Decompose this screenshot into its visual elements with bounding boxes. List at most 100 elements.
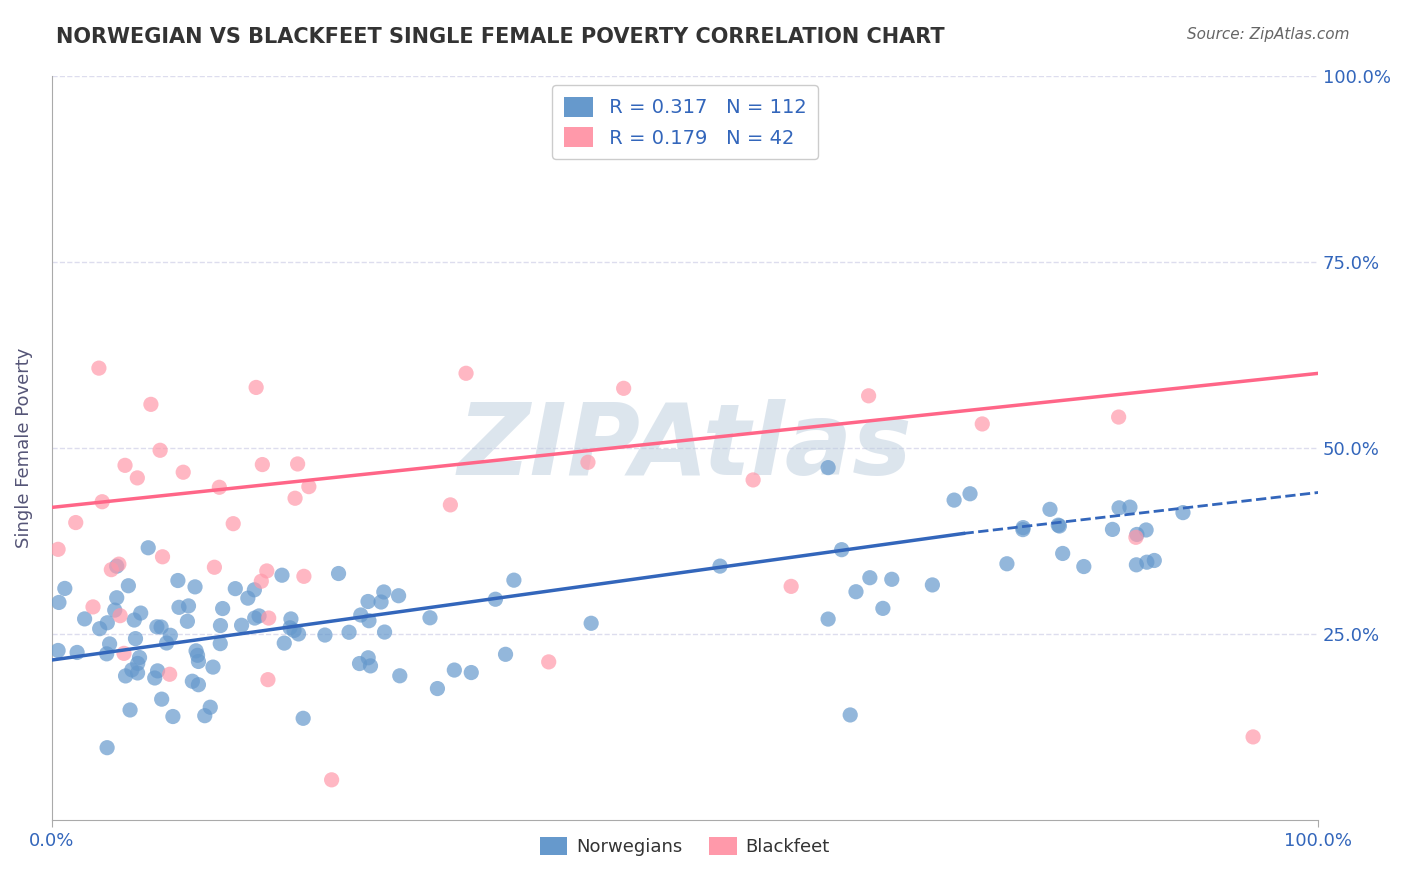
Text: NORWEGIAN VS BLACKFEET SINGLE FEMALE POVERTY CORRELATION CHART: NORWEGIAN VS BLACKFEET SINGLE FEMALE POV…	[56, 27, 945, 46]
Point	[387, 589, 409, 603]
Point	[121, 663, 143, 677]
Point	[186, 648, 208, 663]
Point	[1047, 518, 1070, 533]
Point	[139, 397, 162, 411]
Point	[495, 648, 517, 662]
Point	[426, 681, 449, 696]
Point	[374, 625, 396, 640]
Y-axis label: Single Female Poverty: Single Female Poverty	[15, 348, 32, 548]
Point	[91, 494, 114, 508]
Legend: Norwegians, Blackfeet: Norwegians, Blackfeet	[533, 830, 837, 863]
Point	[373, 585, 395, 599]
Point	[1012, 521, 1035, 535]
Point	[880, 572, 903, 586]
Point	[89, 622, 111, 636]
Point	[146, 664, 169, 678]
Point	[120, 703, 142, 717]
Point	[359, 659, 381, 673]
Point	[921, 578, 943, 592]
Point	[250, 574, 273, 589]
Point	[146, 620, 169, 634]
Point	[224, 582, 246, 596]
Point	[149, 443, 172, 458]
Point	[287, 627, 309, 641]
Point	[350, 607, 373, 622]
Point	[845, 584, 868, 599]
Point	[66, 645, 89, 659]
Point	[187, 678, 209, 692]
Point	[439, 498, 461, 512]
Point	[96, 647, 118, 661]
Point	[96, 740, 118, 755]
Point	[152, 549, 174, 564]
Point	[181, 674, 204, 689]
Point	[337, 625, 360, 640]
Point	[257, 673, 280, 687]
Point	[245, 380, 267, 394]
Point	[46, 643, 69, 657]
Point	[159, 628, 181, 642]
Point	[208, 480, 231, 494]
Point	[209, 637, 232, 651]
Text: ZIPAtlas: ZIPAtlas	[457, 400, 912, 496]
Point	[1073, 559, 1095, 574]
Point	[87, 361, 110, 376]
Point	[357, 594, 380, 608]
Point	[817, 460, 839, 475]
Point	[257, 611, 280, 625]
Point	[972, 417, 994, 431]
Point	[209, 618, 232, 632]
Point	[124, 632, 146, 646]
Point	[321, 772, 343, 787]
Point	[1012, 523, 1035, 537]
Point	[273, 636, 295, 650]
Point	[128, 650, 150, 665]
Point	[271, 568, 294, 582]
Point	[283, 624, 305, 638]
Point	[839, 708, 862, 723]
Point	[114, 669, 136, 683]
Point	[172, 465, 194, 479]
Point	[129, 606, 152, 620]
Point	[247, 609, 270, 624]
Point	[96, 615, 118, 630]
Point	[53, 582, 76, 596]
Point	[73, 612, 96, 626]
Point	[959, 487, 981, 501]
Point	[780, 579, 803, 593]
Point	[357, 614, 380, 628]
Point	[1241, 730, 1264, 744]
Point	[211, 601, 233, 615]
Point	[278, 621, 301, 635]
Point	[105, 591, 128, 605]
Point	[177, 599, 200, 613]
Point	[858, 389, 880, 403]
Point	[1108, 500, 1130, 515]
Point	[127, 665, 149, 680]
Point	[243, 582, 266, 597]
Point	[280, 612, 302, 626]
Point	[187, 655, 209, 669]
Point	[256, 564, 278, 578]
Point	[200, 700, 222, 714]
Point	[65, 516, 87, 530]
Point	[143, 671, 166, 685]
Point	[1052, 546, 1074, 560]
Point	[104, 603, 127, 617]
Point	[292, 569, 315, 583]
Point	[831, 542, 853, 557]
Point	[122, 613, 145, 627]
Point	[443, 663, 465, 677]
Point	[817, 612, 839, 626]
Point	[859, 571, 882, 585]
Point	[114, 458, 136, 473]
Point	[222, 516, 245, 531]
Point	[454, 366, 477, 380]
Point	[357, 650, 380, 665]
Point	[1108, 410, 1130, 425]
Point	[579, 616, 602, 631]
Point	[176, 615, 198, 629]
Point	[1047, 519, 1070, 533]
Text: Source: ZipAtlas.com: Source: ZipAtlas.com	[1187, 27, 1350, 42]
Point	[162, 709, 184, 723]
